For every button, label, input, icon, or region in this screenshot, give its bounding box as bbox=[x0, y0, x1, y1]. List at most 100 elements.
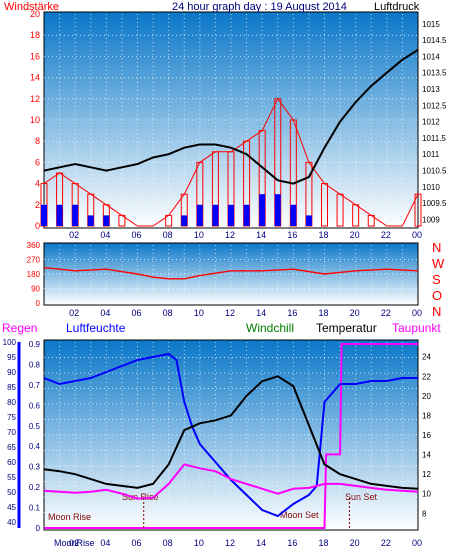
panel3-humidity-tick: 70 bbox=[7, 428, 16, 437]
gust-bar bbox=[56, 204, 63, 226]
panel3-rain-tick: 0.1 bbox=[29, 504, 41, 513]
gust-bar bbox=[212, 204, 219, 226]
panel2-x-tick: 10 bbox=[194, 308, 204, 318]
panel3-x-tick: 02 bbox=[69, 538, 79, 548]
label-windstaerke: Windstärke bbox=[4, 1, 59, 13]
panel1-x-tick: 00 bbox=[412, 230, 422, 240]
gust-bar bbox=[305, 215, 312, 226]
panel2-x-tick: 12 bbox=[225, 308, 235, 318]
chart-title: 24 hour graph day : 19 August 2014 bbox=[172, 1, 347, 13]
panel3-rain-tick: 0.9 bbox=[29, 340, 41, 349]
panel3-rain-tick: 0.3 bbox=[29, 463, 41, 472]
panel1-y-right-tick: 1010 bbox=[422, 183, 440, 192]
panel2-y-tick: 90 bbox=[31, 285, 40, 294]
panel1-y-right-tick: 1012 bbox=[422, 118, 440, 127]
panel1-x-tick: 12 bbox=[225, 230, 235, 240]
gust-bar bbox=[274, 194, 281, 226]
panel1-y-right-tick: 1014.5 bbox=[422, 36, 447, 45]
panel1-x-tick: 18 bbox=[319, 230, 329, 240]
gust-bar bbox=[290, 204, 297, 226]
panel2-y-tick: 360 bbox=[27, 241, 41, 250]
panel3-humidity-tick: 65 bbox=[7, 443, 16, 452]
panel2-x-tick: 22 bbox=[381, 308, 391, 318]
panel1-y-right-tick: 1012.5 bbox=[422, 101, 447, 110]
panel3-temp-tick: 12 bbox=[422, 470, 431, 479]
panel2-x-tick: 14 bbox=[256, 308, 266, 318]
label-temperatur: Temperatur bbox=[316, 321, 377, 335]
panel3-rain-tick: 0.2 bbox=[29, 483, 41, 492]
panel1-y-left-tick: 8 bbox=[35, 136, 40, 146]
pressure-line bbox=[43, 49, 419, 185]
panel3-x-tick: 08 bbox=[163, 538, 173, 548]
annotation-moonrise-bottom: MoonRise bbox=[54, 538, 95, 548]
panel3-temp-tick: 18 bbox=[422, 411, 431, 420]
panel2-x-tick: 06 bbox=[132, 308, 142, 318]
panel2-x-tick: 00 bbox=[412, 308, 422, 318]
panel2-x-tick: 02 bbox=[69, 308, 79, 318]
panel3-x-tick: 10 bbox=[194, 538, 204, 548]
panel3-x-tick: 20 bbox=[350, 538, 360, 548]
gust-bar bbox=[87, 215, 94, 226]
label-windchill: Windchill bbox=[246, 321, 294, 335]
gust-bar bbox=[259, 194, 266, 226]
compass-o: O bbox=[432, 288, 442, 303]
gust-bar bbox=[103, 215, 110, 226]
label-luftfeuchte: Luftfeuchte bbox=[66, 321, 126, 335]
panel3-x-tick: 06 bbox=[132, 538, 142, 548]
panel3-humidity-tick: 75 bbox=[7, 413, 16, 422]
panel3-temp-tick: 10 bbox=[422, 490, 431, 499]
panel3-temp-tick: 24 bbox=[422, 353, 431, 362]
panel3-rain-tick: 0.4 bbox=[29, 442, 41, 451]
panel3-x-tick: 12 bbox=[225, 538, 235, 548]
panel3-temp-tick: 8 bbox=[422, 509, 427, 518]
panel1-x-tick: 08 bbox=[163, 230, 173, 240]
panel1-y-left-tick: 14 bbox=[30, 73, 40, 83]
panel3-rain-tick: 0.6 bbox=[29, 401, 41, 410]
compass-n-top: N bbox=[432, 240, 441, 255]
panel1-y-right-tick: 1010.5 bbox=[422, 167, 447, 176]
panel3-rain-tick: 0.5 bbox=[29, 422, 41, 431]
panel3-humidity-tick: 95 bbox=[7, 353, 16, 362]
panel3-humidity-tick: 80 bbox=[7, 398, 16, 407]
gust-bar bbox=[243, 204, 250, 226]
panel3-humidity-tick: 50 bbox=[7, 488, 16, 497]
panel1-y-right-tick: 1013 bbox=[422, 85, 440, 94]
panel3-humidity-tick: 45 bbox=[7, 503, 16, 512]
panel1-y-left-tick: 12 bbox=[30, 94, 40, 104]
gust-bar bbox=[196, 204, 203, 226]
panel1-y-left-tick: 6 bbox=[35, 157, 40, 167]
panel1-y-left-tick: 0 bbox=[35, 221, 40, 231]
compass-w: W bbox=[432, 256, 445, 271]
panel1-x-tick: 16 bbox=[287, 230, 297, 240]
panel1-y-right-tick: 1014 bbox=[422, 52, 440, 61]
panel3-humidity-tick: 60 bbox=[7, 458, 16, 467]
panel1-x-tick: 10 bbox=[194, 230, 204, 240]
panel2-x-tick: 08 bbox=[163, 308, 173, 318]
gust-bar bbox=[41, 204, 47, 226]
panel1-y-right-tick: 1009 bbox=[422, 215, 440, 224]
humidity-line bbox=[43, 352, 418, 518]
panel1-x-tick: 02 bbox=[69, 230, 79, 240]
gust-bar bbox=[72, 204, 79, 226]
panel1-y-left-tick: 4 bbox=[35, 179, 40, 189]
direction-line bbox=[43, 266, 419, 280]
panel1-y-left-tick: 18 bbox=[30, 30, 40, 40]
panel1-y-right-tick: 1011 bbox=[422, 150, 440, 159]
panel2-x-tick: 04 bbox=[100, 308, 110, 318]
panel1-x-tick: 14 bbox=[256, 230, 266, 240]
panel1-x-tick: 22 bbox=[381, 230, 391, 240]
panel3-temp-tick: 14 bbox=[422, 451, 431, 460]
panel3-humidity-tick: 40 bbox=[7, 518, 16, 527]
annotation-sun-set: Sun Set bbox=[345, 492, 378, 502]
rain-line bbox=[44, 343, 418, 529]
panel3-temp-tick: 22 bbox=[422, 372, 431, 381]
panel1-y-left-tick: 10 bbox=[30, 115, 40, 125]
panel1-x-tick: 06 bbox=[132, 230, 142, 240]
panel3-rain-tick: 0 bbox=[36, 524, 41, 533]
compass-n-bottom: N bbox=[432, 304, 441, 319]
panel2-y-tick: 270 bbox=[27, 256, 41, 265]
panel3-humidity-tick: 85 bbox=[7, 383, 16, 392]
panel3-x-tick: 22 bbox=[381, 538, 391, 548]
panel1-x-tick: 04 bbox=[100, 230, 110, 240]
panel3-rain-tick: 0.7 bbox=[29, 381, 41, 390]
